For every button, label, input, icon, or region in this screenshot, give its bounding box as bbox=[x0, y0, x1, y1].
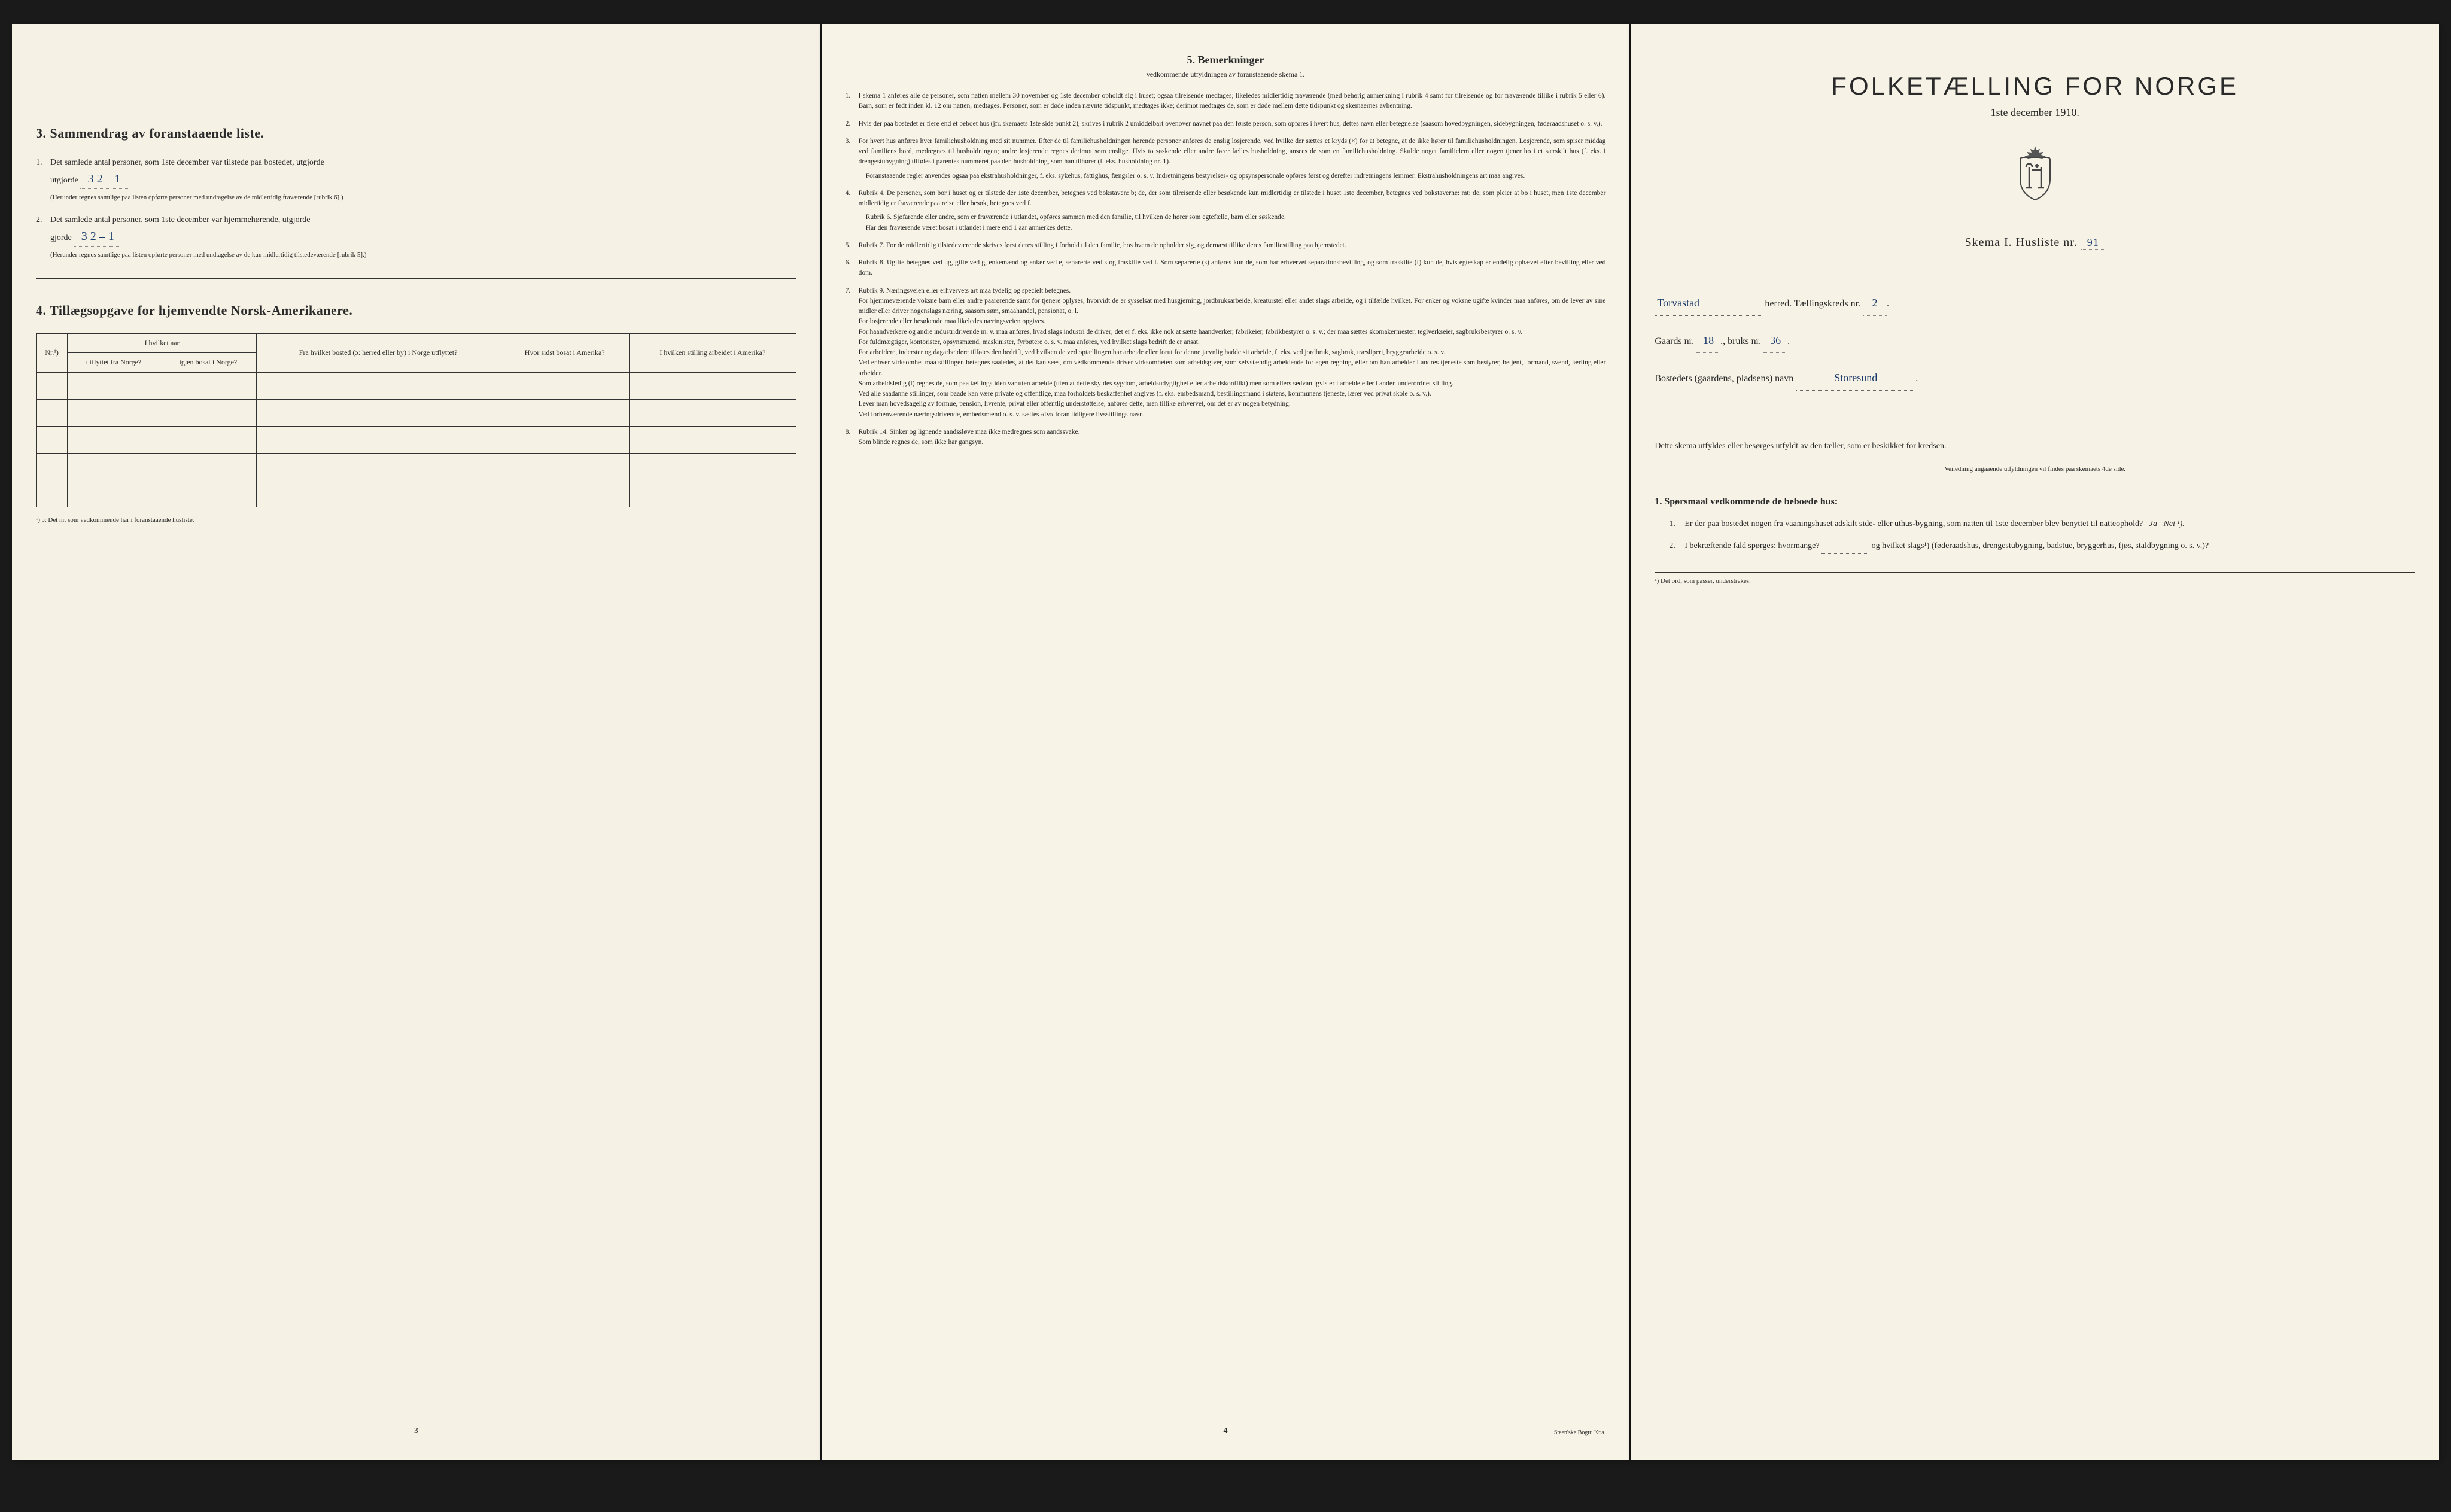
page-number: 4 bbox=[822, 1426, 1630, 1436]
bosted-line: Bostedets (gaardens, pladsens) navn Stor… bbox=[1655, 366, 2415, 391]
herred-value: Torvastad bbox=[1655, 291, 1762, 316]
questions-heading: 1. Spørsmaal vedkommende de beboede hus: bbox=[1655, 497, 2415, 507]
q1-nei: Nei ¹). bbox=[2163, 519, 2184, 528]
instruction-subtext: Veiledning angaaende utfyldningen vil fi… bbox=[1655, 466, 2415, 473]
item-2-text: Det samlede antal personer, som 1ste dec… bbox=[50, 215, 310, 224]
norway-crest-icon bbox=[1655, 143, 2415, 206]
remark-number: 6. bbox=[846, 258, 851, 268]
page-number: 3 bbox=[12, 1426, 820, 1436]
q2-text-a: I bekræftende fald spørges: hvormange? bbox=[1684, 541, 1819, 550]
item-1-note: (Herunder regnes samtlige paa listen opf… bbox=[50, 193, 796, 203]
census-date: 1ste december 1910. bbox=[1655, 107, 2415, 119]
th-aar: I hvilket aar bbox=[68, 333, 257, 353]
remark-subtext: Rubrik 6. Sjøfarende eller andre, som er… bbox=[859, 212, 1606, 233]
remark-text: Rubrik 7. For de midlertidig tilstedevær… bbox=[859, 242, 1346, 249]
remark-number: 5. bbox=[846, 241, 851, 251]
remark-text: For hvert hus anføres hver familiehushol… bbox=[859, 138, 1606, 166]
section-divider bbox=[36, 278, 796, 279]
table-footnote: ¹) ɔ: Det nr. som vedkommende har i fora… bbox=[36, 516, 796, 524]
summary-item-1: 1. Det samlede antal personer, som 1ste … bbox=[36, 156, 796, 203]
schema-label: Skema I. Husliste nr. bbox=[1965, 236, 2078, 249]
q1-ja: Ja bbox=[2149, 519, 2157, 528]
q2-number: 2. bbox=[1669, 539, 1675, 553]
bosted-value: Storesund bbox=[1796, 366, 1915, 391]
item-number: 1. bbox=[36, 156, 42, 169]
section-4-title: 4. Tillægsopgave for hjemvendte Norsk-Am… bbox=[36, 303, 796, 318]
label-gjorde: gjorde bbox=[50, 233, 74, 242]
remarks-list: 1. I skema 1 anføres alle de personer, so… bbox=[846, 91, 1606, 448]
remark-item: 1. I skema 1 anføres alle de personer, so… bbox=[846, 91, 1606, 112]
th-bosted: Fra hvilket bosted (ɔ: herred eller by) … bbox=[256, 333, 500, 372]
remark-item: 7. Rubrik 9. Næringsveien eller erhvervet… bbox=[846, 286, 1606, 420]
amerikanere-table: Nr.¹) I hvilket aar Fra hvilket bosted (… bbox=[36, 333, 796, 507]
herred-line: Torvastad herred. Tællingskreds nr. 2. bbox=[1655, 291, 2415, 316]
instruction-text: Dette skema utfyldes eller besørges utfy… bbox=[1655, 439, 2415, 454]
remark-text: I skema 1 anføres alle de personer, som … bbox=[859, 92, 1606, 109]
remark-number: 1. bbox=[846, 91, 851, 101]
section-5-title: 5. Bemerkninger bbox=[846, 54, 1606, 66]
remark-text: Rubrik 14. Sinker og lignende aandssløve… bbox=[859, 428, 1080, 446]
remark-item: 2. Hvis der paa bostedet er flere end ét … bbox=[846, 119, 1606, 129]
remark-item: 6. Rubrik 8. Ugifte betegnes ved ug, gift… bbox=[846, 258, 1606, 279]
remark-text: Hvis der paa bostedet er flere end ét be… bbox=[859, 120, 1602, 127]
remark-item: 5. Rubrik 7. For de midlertidig tilstedev… bbox=[846, 241, 1606, 251]
remark-text: Rubrik 9. Næringsveien eller erhvervets … bbox=[859, 287, 1606, 418]
remark-number: 3. bbox=[846, 136, 851, 147]
gaard-label: Gaards nr. bbox=[1655, 336, 1694, 346]
remark-text: Rubrik 4. De personer, som bor i huset o… bbox=[859, 190, 1606, 207]
bruk-label: bruks nr. bbox=[1728, 336, 1761, 346]
printer-mark: Steen'ske Bogtr. Kr.a. bbox=[1554, 1429, 1606, 1436]
q2-text-b: og hvilket slags¹) (føderaadshus, drenge… bbox=[1872, 541, 2209, 550]
q1-number: 1. bbox=[1669, 517, 1675, 531]
th-amerika-bosat: Hvor sidst bosat i Amerika? bbox=[500, 333, 630, 372]
remark-number: 7. bbox=[846, 286, 851, 296]
th-utflyttet: utflyttet fra Norge? bbox=[68, 353, 160, 373]
label-utgjorde: utgjorde bbox=[50, 176, 80, 185]
bosted-label: Bostedets (gaardens, pladsens) navn bbox=[1655, 373, 1793, 384]
bruk-nr: 36 bbox=[1763, 329, 1787, 354]
table-row bbox=[37, 426, 796, 453]
herred-label: herred. Tællingskreds nr. bbox=[1765, 299, 1860, 309]
gaard-line: Gaards nr. 18., bruks nr. 36. bbox=[1655, 329, 2415, 354]
th-igjen-bosat: igjen bosat i Norge? bbox=[160, 353, 256, 373]
th-stilling: I hvilken stilling arbeidet i Amerika? bbox=[629, 333, 796, 372]
page-3-summary: 3. Sammendrag av foranstaaende liste. 1.… bbox=[12, 24, 820, 1460]
th-nr: Nr.¹) bbox=[37, 333, 68, 372]
remark-item: 3. For hvert hus anføres hver familiehush… bbox=[846, 136, 1606, 181]
husliste-nr: 91 bbox=[2081, 236, 2105, 250]
remark-item: 4. Rubrik 4. De personer, som bor i huset… bbox=[846, 188, 1606, 233]
gaard-nr: 18 bbox=[1696, 329, 1720, 354]
table-row bbox=[37, 372, 796, 399]
hjemmehoerende-count: 3 2 – 1 bbox=[74, 227, 121, 247]
remark-text: Rubrik 8. Ugifte betegnes ved ug, gifte … bbox=[859, 259, 1606, 276]
census-document: 3. Sammendrag av foranstaaende liste. 1.… bbox=[12, 24, 2439, 1460]
section-3-title: 3. Sammendrag av foranstaaende liste. bbox=[36, 126, 796, 141]
item-2-note: (Herunder regnes samtlige paa listen opf… bbox=[50, 250, 796, 260]
item-number: 2. bbox=[36, 214, 42, 227]
item-1-text: Det samlede antal personer, som 1ste dec… bbox=[50, 158, 324, 167]
remark-item: 8. Rubrik 14. Sinker og lignende aandsslø… bbox=[846, 427, 1606, 448]
kreds-nr: 2 bbox=[1863, 291, 1887, 316]
page-1-cover: FOLKETÆLLING FOR NORGE 1ste december 191… bbox=[1631, 24, 2439, 1460]
tilstede-count: 3 2 – 1 bbox=[80, 169, 128, 189]
main-title: FOLKETÆLLING FOR NORGE bbox=[1655, 72, 2415, 101]
section-5-subtitle: vedkommende utfyldningen av foranstaaend… bbox=[846, 70, 1606, 79]
remark-number: 4. bbox=[846, 188, 851, 199]
table-row bbox=[37, 399, 796, 426]
table-row bbox=[37, 453, 796, 480]
remark-subtext: Foranstaaende regler anvendes ogsaa paa … bbox=[859, 171, 1606, 181]
remark-number: 8. bbox=[846, 427, 851, 437]
q1-text: Er der paa bostedet nogen fra vaaningshu… bbox=[1684, 519, 2143, 528]
page-4-bemerkninger: 5. Bemerkninger vedkommende utfyldningen… bbox=[822, 24, 1630, 1460]
question-2: 2. I bekræftende fald spørges: hvormange… bbox=[1655, 539, 2415, 554]
question-1: 1. Er der paa bostedet nogen fra vaaning… bbox=[1655, 517, 2415, 531]
schema-line: Skema I. Husliste nr. 91 bbox=[1655, 236, 2415, 250]
cover-footnote: ¹) Det ord, som passer, understrekes. bbox=[1655, 572, 2415, 585]
remark-number: 2. bbox=[846, 119, 851, 129]
summary-item-2: 2. Det samlede antal personer, som 1ste … bbox=[36, 214, 796, 260]
table-row bbox=[37, 480, 796, 507]
